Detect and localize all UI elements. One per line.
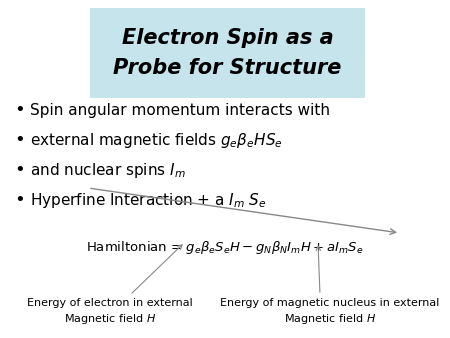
Text: •: • bbox=[14, 131, 25, 149]
Text: Hamiltonian = $g_e\beta_eS_eH - g_N\beta_NI_mH + aI_mS_e$: Hamiltonian = $g_e\beta_eS_eH - g_N\beta… bbox=[86, 240, 364, 257]
Text: and nuclear spins $I_m$: and nuclear spins $I_m$ bbox=[30, 161, 186, 179]
Text: •: • bbox=[14, 191, 25, 209]
Text: •: • bbox=[14, 161, 25, 179]
FancyBboxPatch shape bbox=[90, 8, 365, 98]
Text: Electron Spin as a: Electron Spin as a bbox=[122, 28, 333, 48]
Text: external magnetic fields $g_e\beta_eHS_e$: external magnetic fields $g_e\beta_eHS_e… bbox=[30, 130, 283, 149]
Text: Probe for Structure: Probe for Structure bbox=[113, 58, 342, 78]
Text: Spin angular momentum interacts with: Spin angular momentum interacts with bbox=[30, 102, 330, 118]
Text: Energy of magnetic nucleus in external
Magnetic field $H$: Energy of magnetic nucleus in external M… bbox=[220, 298, 440, 326]
Text: Hyperfine Interaction + a $I_m$ $S_e$: Hyperfine Interaction + a $I_m$ $S_e$ bbox=[30, 191, 267, 210]
Text: Energy of electron in external
Magnetic field $H$: Energy of electron in external Magnetic … bbox=[27, 298, 193, 326]
Text: •: • bbox=[14, 101, 25, 119]
